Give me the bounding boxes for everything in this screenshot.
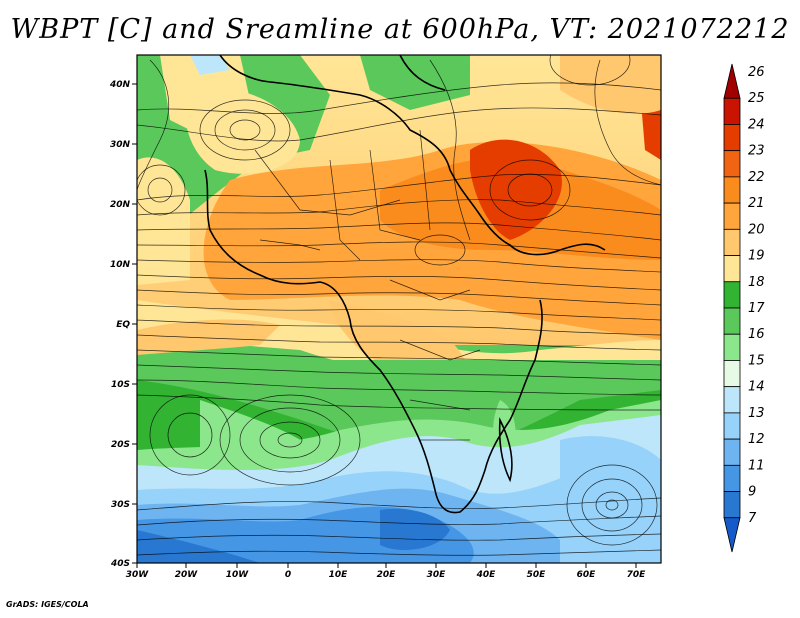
colorbar-label: 18 <box>748 275 765 290</box>
map-title: WBPT [C] and Sreamline at 600hPa, VT: 20… <box>10 14 790 45</box>
lon-label: 10W <box>226 570 250 580</box>
colorbar-swatch <box>723 386 741 414</box>
colorbar-swatch <box>723 228 741 256</box>
lon-label: 70E <box>627 570 647 580</box>
colorbar-label: 12 <box>748 432 765 447</box>
colorbar-swatch <box>723 176 741 204</box>
colorbar-swatch <box>723 307 741 335</box>
colorbar-swatch <box>723 124 741 152</box>
lat-label: 40S <box>110 559 130 569</box>
lon-label: 50E <box>527 570 547 580</box>
lat-label: 40N <box>109 80 131 90</box>
coastlines <box>204 55 606 514</box>
colorbar-swatch <box>723 412 741 440</box>
lon-label: 0 <box>285 570 291 580</box>
colorbar-label: 22 <box>748 170 765 185</box>
colorbar-label: 26 <box>748 65 765 80</box>
colorbar-swatch <box>723 360 741 388</box>
colorbar-label: 19 <box>748 249 765 264</box>
grads-credit: GrADS: IGES/COLA <box>6 600 89 609</box>
colorbar-label: 11 <box>748 458 765 473</box>
lat-label: 30N <box>110 140 131 150</box>
colorbar-swatch <box>723 517 741 553</box>
lat-label: 20N <box>110 200 131 210</box>
lat-label: 10S <box>111 380 130 390</box>
lat-label: 30S <box>111 500 130 510</box>
colorbar-label: 23 <box>748 144 765 159</box>
colorbar-swatch <box>723 281 741 309</box>
lon-label: 60E <box>577 570 597 580</box>
colorbar-label: 7 <box>748 511 757 526</box>
country-borders <box>254 129 481 441</box>
lon-label: 20E <box>377 570 397 580</box>
colorbar-label: 13 <box>748 406 765 421</box>
lon-label: 40E <box>476 570 497 580</box>
streamline-layer <box>137 55 661 556</box>
colorbar-label: 15 <box>748 353 765 368</box>
colorbar-swatch <box>723 97 741 125</box>
colorbar-swatch <box>723 464 741 492</box>
colorbar-label: 17 <box>748 301 765 316</box>
lon-label: 30E <box>427 570 447 580</box>
lon-label: 30W <box>126 570 150 580</box>
lon-label: 10E <box>329 570 349 580</box>
colorbar-swatch <box>723 438 741 466</box>
lat-label: 10N <box>110 260 131 270</box>
colorbar-label: 14 <box>748 380 765 395</box>
longitude-axis: 30W 20W 10W 0 10E 20E 30E 40E 50E 60E 70E <box>126 563 646 580</box>
colorbar-label: 16 <box>748 327 765 342</box>
colorbar-swatch <box>723 150 741 178</box>
colorbar: 26 25 24 23 22 21 20 19 18 17 16 15 14 13 12 11 9 7 <box>723 63 765 553</box>
colorbar-swatch <box>723 491 741 519</box>
colorbar-label: 21 <box>748 196 765 211</box>
colorbar-label: 24 <box>748 117 765 132</box>
colorbar-label: 9 <box>748 485 756 500</box>
colorbar-swatch <box>723 333 741 361</box>
colorbar-label: 20 <box>748 222 765 237</box>
lon-label: 20W <box>175 570 199 580</box>
map-frame <box>136 54 662 564</box>
colorbar-swatch <box>723 202 741 230</box>
temperature-field <box>137 55 661 563</box>
colorbar-swatch <box>723 63 741 99</box>
lat-label: EQ <box>116 320 130 330</box>
colorbar-label: 25 <box>748 91 765 106</box>
lat-label: 20S <box>111 440 130 450</box>
latitude-axis: 40N 30N 20N 10N EQ 10S 20S 30S 40S <box>109 80 137 569</box>
colorbar-swatch <box>723 255 741 283</box>
